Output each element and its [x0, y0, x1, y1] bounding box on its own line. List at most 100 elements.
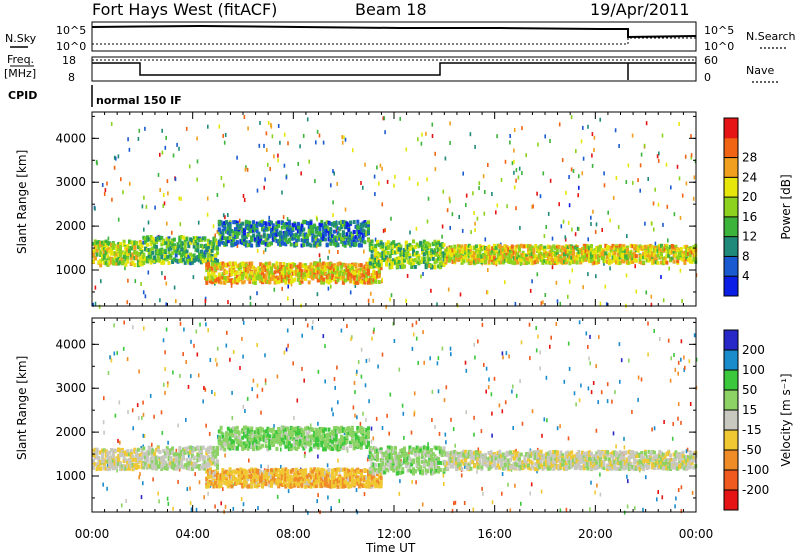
velocity-scatter-cell: [474, 356, 476, 360]
power-scatter-cell: [590, 222, 592, 226]
velocity-scatter-cell: [613, 431, 615, 435]
power-scatter-cell: [442, 225, 444, 229]
power-band-cell: [184, 242, 187, 246]
power-scatter-cell: [432, 123, 434, 127]
power-scatter-cell: [198, 221, 200, 225]
velocity-scatter-cell: [388, 432, 390, 436]
velocity-scatter-cell: [677, 372, 679, 376]
power-scatter-cell: [458, 215, 460, 219]
power-scatter-cell: [223, 213, 225, 217]
noise-tick-low-right: 10^0: [704, 40, 734, 53]
power-scatter-cell: [345, 138, 347, 142]
velocity-scatter-cell: [663, 420, 665, 424]
power-scatter-cell: [618, 225, 620, 229]
velocity-scatter-cell: [574, 391, 576, 395]
velocity-scatter-cell: [253, 379, 255, 383]
velocity-scatter-cell: [337, 459, 339, 463]
power-band-cell: [252, 233, 255, 237]
power-scatter-cell: [384, 116, 386, 120]
velocity-scatter-cell: [125, 499, 127, 503]
velocity-scatter-cell: [205, 424, 207, 428]
power-scatter-cell: [268, 216, 270, 220]
power-scatter-cell: [595, 274, 597, 278]
power-scatter-cell: [316, 217, 318, 221]
velocity-scatter-cell: [623, 437, 625, 441]
velocity-scatter-cell: [466, 369, 468, 373]
power-scatter-cell: [682, 194, 684, 198]
velocity-scatter-cell: [539, 350, 541, 354]
power-scatter-cell: [449, 141, 451, 145]
velocity-scatter-cell: [303, 379, 305, 383]
power-scatter-cell: [244, 115, 246, 119]
power-scatter-cell: [485, 237, 487, 241]
velocity-scatter-cell: [544, 417, 546, 421]
velocity-scatter-cell: [371, 440, 373, 444]
velocity-scatter-cell: [251, 387, 253, 391]
velocity-scatter-cell: [257, 394, 259, 398]
velocity-scatter-cell: [417, 361, 419, 365]
velocity-scatter-cell: [514, 484, 516, 488]
velocity-scatter-cell: [485, 390, 487, 394]
power-scatter-cell: [243, 194, 245, 198]
velocity-scatter-cell: [233, 350, 235, 354]
power-scatter-cell: [244, 280, 246, 284]
velocity-scatter-cell: [465, 361, 467, 365]
power-scatter-cell: [504, 280, 506, 284]
power-band-cell: [398, 260, 401, 264]
velocity-scatter-cell: [297, 399, 299, 403]
power-scatter-cell: [179, 196, 181, 200]
velocity-scatter-cell: [600, 493, 602, 497]
power-band-cell: [635, 254, 638, 258]
power-scatter-cell: [143, 196, 145, 200]
velocity-scatter-cell: [185, 360, 187, 364]
power-band-cell: [335, 222, 338, 226]
power-band-cell: [673, 259, 676, 263]
power-scatter-cell: [430, 289, 432, 293]
power-band-cell: [241, 280, 244, 284]
power-scatter-cell: [653, 228, 655, 232]
velocity-scatter-cell: [277, 495, 279, 499]
power-band-cell: [329, 230, 332, 234]
velocity-scatter-cell: [614, 390, 616, 394]
velocity-scatter-cell: [327, 496, 329, 500]
power-scatter-cell: [106, 182, 108, 186]
power-scatter-cell: [146, 205, 148, 209]
velocity-scatter-cell: [301, 367, 303, 371]
velocity-scatter-cell: [443, 482, 445, 486]
power-scatter-cell: [537, 143, 539, 147]
power-scatter-cell: [342, 141, 344, 145]
power-scatter-cell: [385, 305, 387, 309]
power-scatter-cell: [409, 231, 411, 235]
velocity-scatter-cell: [188, 385, 190, 389]
velocity-scatter-cell: [519, 379, 521, 383]
power-scatter-cell: [487, 290, 489, 294]
power-band-cell: [284, 281, 287, 285]
power-band-cell: [225, 270, 228, 274]
velocity-scatter-cell: [337, 400, 339, 404]
velocity-scatter-cell: [205, 322, 207, 326]
power-band-cell: [164, 249, 167, 253]
velocity-scatter-cell: [257, 506, 259, 510]
power-scatter-cell: [221, 176, 223, 180]
power-scatter-cell: [393, 184, 395, 188]
velocity-scatter-cell: [621, 358, 623, 362]
velocity-scatter-cell: [307, 511, 309, 515]
velocity-scatter-cell: [624, 511, 626, 515]
velocity-scatter-cell: [483, 363, 485, 367]
velocity-scatter-cell: [199, 323, 201, 327]
velocity-scatter-cell: [444, 398, 446, 402]
nave-tick-low: 0: [704, 71, 711, 84]
velocity-scatter-cell: [241, 337, 243, 341]
velocity-scatter-cell: [377, 365, 379, 369]
velocity-scatter-cell: [673, 353, 675, 357]
velocity-band-cell: [142, 446, 145, 450]
velocity-scatter-cell: [106, 487, 108, 491]
power-scatter-cell: [167, 191, 169, 195]
velocity-scatter-cell: [680, 421, 682, 425]
power-scatter-cell: [599, 118, 601, 122]
power-scatter-cell: [166, 222, 168, 226]
power-scatter-cell: [540, 194, 542, 198]
velocity-scatter-cell: [499, 403, 501, 407]
power-scatter-cell: [223, 183, 225, 187]
velocity-scatter-cell: [586, 331, 588, 335]
